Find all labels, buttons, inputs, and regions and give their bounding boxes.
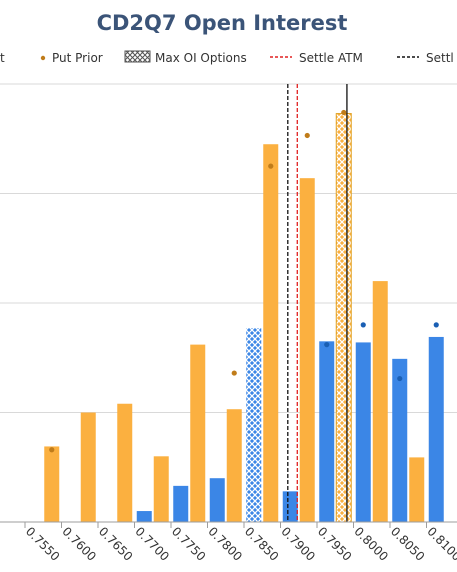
call-bar <box>136 511 152 522</box>
put-prior-dot <box>49 447 55 453</box>
x-tick-label: 0.8050 <box>388 524 428 564</box>
call-prior-dot <box>433 322 439 328</box>
x-tick-label: 0.7850 <box>242 524 282 564</box>
put-prior-dot <box>268 163 274 169</box>
put-prior-dot <box>304 132 310 139</box>
call-bar <box>173 485 189 522</box>
call-bar <box>428 336 444 522</box>
put-bar <box>153 456 169 522</box>
legend-label: Put Prior <box>52 51 103 65</box>
put-bar <box>80 412 96 522</box>
put-bar <box>409 457 425 522</box>
call-bar <box>246 328 262 522</box>
legend-swatch-dot <box>40 55 46 61</box>
chart-title: CD2Q7 Open Interest <box>97 11 348 35</box>
x-tick-label: 0.7900 <box>278 524 318 564</box>
x-tick-label: 0.7550 <box>23 524 63 564</box>
legend-label: Max OI Options <box>155 51 247 65</box>
put-bar <box>44 446 60 522</box>
bars <box>44 113 444 523</box>
legend-label: Settl <box>426 51 454 65</box>
legend-label: t <box>0 51 5 65</box>
call-bar <box>282 491 298 522</box>
x-tick-label: 0.7750 <box>169 524 209 564</box>
put-prior-dot <box>231 370 237 376</box>
put-bar <box>190 344 206 522</box>
prior-markers <box>49 109 439 453</box>
put-bar <box>335 113 352 523</box>
x-tick-label: 0.8000 <box>351 524 391 564</box>
put-bar <box>263 144 279 522</box>
x-tick-label: 0.8100 <box>424 524 457 564</box>
put-prior-dot <box>341 109 347 116</box>
call-prior-dot <box>324 342 330 348</box>
x-axis: 0.75500.76000.76500.77000.77500.78000.78… <box>0 521 457 564</box>
put-bar <box>299 178 315 523</box>
call-bar <box>319 341 335 522</box>
put-bar <box>117 403 133 522</box>
legend-label: Settle ATM <box>299 51 363 65</box>
call-prior-dot <box>360 322 366 328</box>
chart-legend: t Put Prior Max OI Options Settle ATM Settl <box>0 50 454 65</box>
put-bar <box>372 281 388 522</box>
call-bar <box>355 342 371 522</box>
put-bar <box>226 409 242 522</box>
x-tick-label: 0.7650 <box>96 524 136 564</box>
call-bar <box>209 478 225 522</box>
x-tick-label: 0.7950 <box>315 524 355 564</box>
x-tick-label: 0.7700 <box>132 524 172 564</box>
call-prior-dot <box>397 375 403 382</box>
x-tick-label: 0.7600 <box>59 524 99 564</box>
reference-lines <box>287 84 348 522</box>
call-bar <box>392 358 408 522</box>
legend-swatch-hatch <box>124 50 151 63</box>
x-tick-label: 0.7800 <box>205 524 245 564</box>
